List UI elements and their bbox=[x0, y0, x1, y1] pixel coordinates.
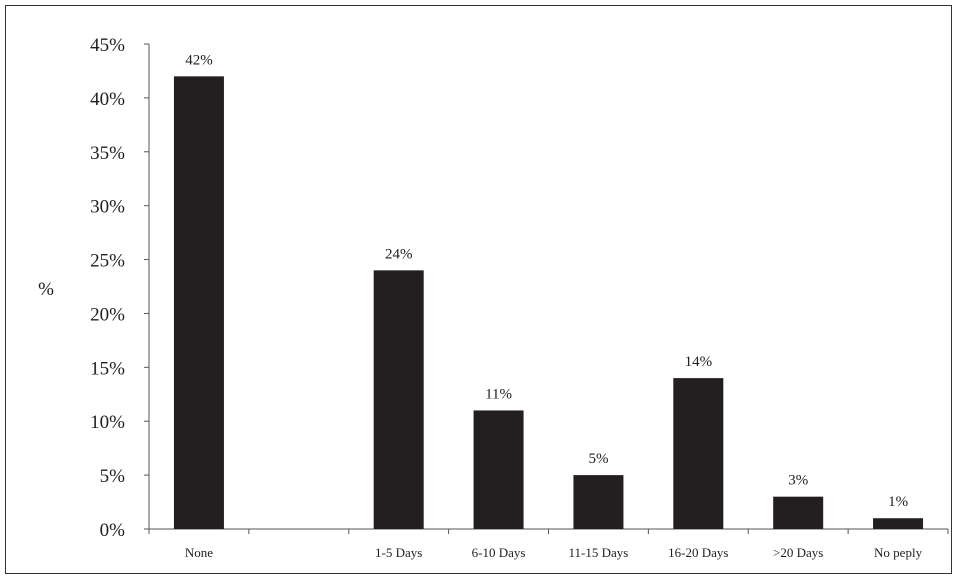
x-tick-label: >20 Days bbox=[773, 545, 823, 560]
y-tick-label: 15% bbox=[90, 358, 125, 379]
x-tick-label: 16-20 Days bbox=[668, 545, 728, 560]
axes bbox=[148, 44, 949, 534]
data-label: 1% bbox=[888, 494, 908, 510]
bar bbox=[473, 410, 524, 529]
y-tick-label: 5% bbox=[100, 466, 126, 487]
data-label: 42% bbox=[185, 52, 213, 68]
bar bbox=[573, 475, 624, 529]
y-tick-label: 0% bbox=[100, 520, 126, 541]
bar bbox=[773, 496, 824, 529]
x-tick-label: None bbox=[185, 545, 213, 560]
bar bbox=[173, 76, 224, 529]
x-tick-label: 1-5 Days bbox=[375, 545, 422, 560]
data-label: 24% bbox=[385, 246, 413, 262]
bar bbox=[873, 518, 924, 529]
y-tick-label: 45% bbox=[90, 35, 125, 56]
y-tick-label: 25% bbox=[90, 251, 125, 272]
y-axis-label: % bbox=[38, 279, 54, 300]
data-labels: 42% 24% 11% 5% 14% 3% 1% bbox=[185, 52, 908, 510]
data-label: 14% bbox=[685, 354, 713, 370]
x-tick-label: 11-15 Days bbox=[569, 545, 629, 560]
y-tick-label: 40% bbox=[90, 89, 125, 110]
bar-chart: % 0% 5% 10% 15% 20% 25% 30% 35% 40% 45% 42% 24% 11%… bbox=[38, 35, 949, 560]
y-tick-label: 20% bbox=[90, 304, 125, 325]
bar bbox=[373, 270, 424, 529]
y-tick-label: 35% bbox=[90, 143, 125, 164]
x-tick-labels: None 1-5 Days 6-10 Days 11-15 Days 16-20 Day… bbox=[185, 545, 923, 560]
data-label: 11% bbox=[485, 386, 512, 402]
data-label: 5% bbox=[588, 451, 608, 467]
chart-frame: % 0% 5% 10% 15% 20% 25% 30% 35% 40% 45% 42% 24% 11%… bbox=[5, 5, 952, 574]
data-label: 3% bbox=[788, 473, 808, 489]
y-tick-label: 10% bbox=[90, 412, 125, 433]
x-tick-label: 6-10 Days bbox=[472, 545, 526, 560]
x-tick-label: No peply bbox=[874, 545, 923, 560]
bars bbox=[173, 76, 924, 529]
y-ticks: 0% 5% 10% 15% 20% 25% 30% 35% 40% 45% bbox=[90, 35, 149, 541]
y-tick-label: 30% bbox=[90, 197, 125, 218]
bar bbox=[673, 378, 724, 529]
